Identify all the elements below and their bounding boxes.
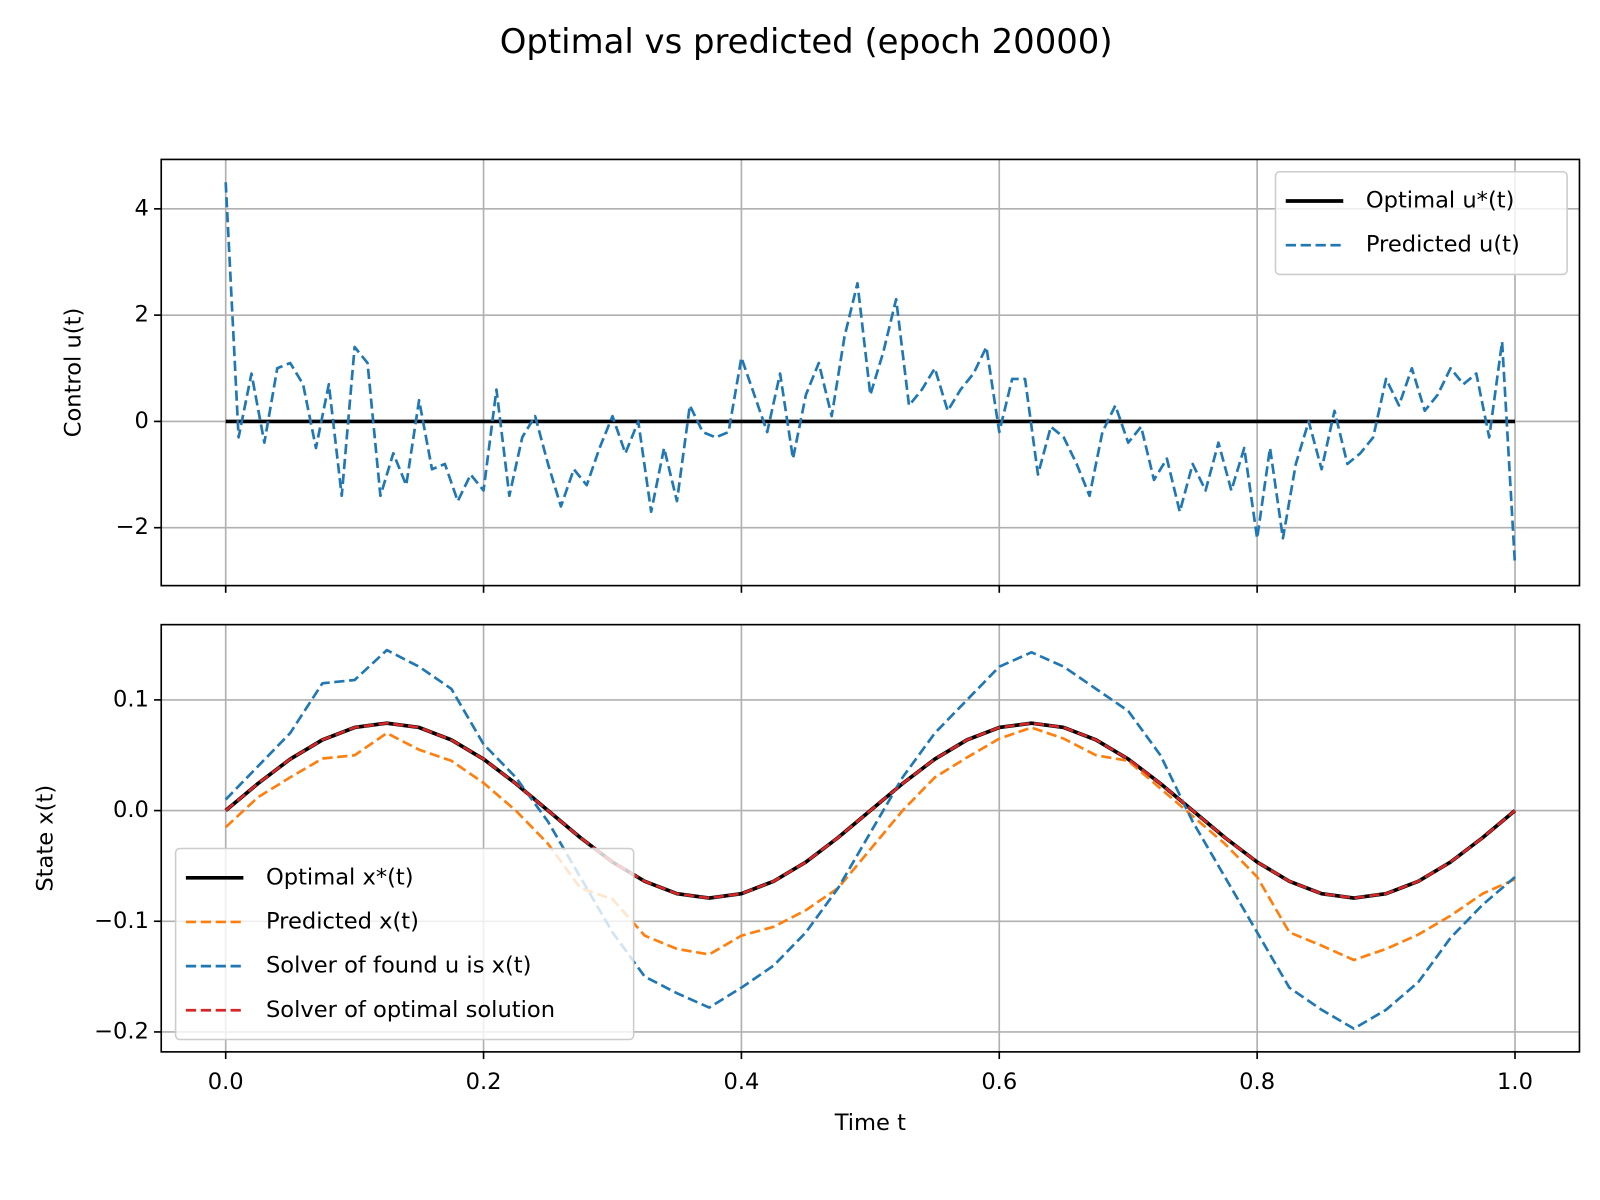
y-tick-label: 0.1 bbox=[113, 686, 149, 712]
legend-label: Optimal x*(t) bbox=[266, 864, 414, 890]
x-axis-label: Time t bbox=[834, 1110, 906, 1136]
x-tick-label: 0.6 bbox=[981, 1069, 1017, 1095]
legend-label: Predicted x(t) bbox=[266, 908, 419, 934]
legend: Optimal u*(t) Predicted u(t) bbox=[1274, 170, 1568, 276]
y-axis-label: State x(t) bbox=[33, 785, 59, 892]
legend-box bbox=[1274, 170, 1568, 276]
y-tick-label: 2 bbox=[135, 302, 149, 328]
figure-title: Optimal vs predicted (epoch 20000) bbox=[500, 22, 1113, 61]
x-tick-label: 0.0 bbox=[208, 1069, 244, 1095]
series-line bbox=[224, 721, 1516, 900]
x-tick-label: 0.8 bbox=[1239, 1069, 1275, 1095]
plot-area bbox=[224, 648, 1517, 1030]
y-tick-label: −2 bbox=[116, 514, 149, 540]
legend-label: Optimal u*(t) bbox=[1366, 188, 1515, 214]
y-tick-label: −0.1 bbox=[94, 908, 149, 934]
y-tick-label: 0.0 bbox=[113, 797, 149, 823]
series-line bbox=[224, 648, 1516, 1030]
axes-frame bbox=[160, 158, 1581, 587]
axes-frame bbox=[160, 623, 1581, 1053]
legend-label: Predicted u(t) bbox=[1366, 232, 1520, 258]
legend-label: Solver of found u is x(t) bbox=[266, 953, 532, 979]
x-tick-label: 0.4 bbox=[723, 1069, 759, 1095]
series-line bbox=[224, 182, 1517, 565]
plot-area bbox=[224, 182, 1517, 565]
y-tick-label: −0.2 bbox=[94, 1018, 149, 1044]
y-tick-label: 0 bbox=[135, 408, 149, 434]
legend-box bbox=[174, 847, 635, 1041]
y-tick-label: 4 bbox=[135, 195, 149, 221]
series-line bbox=[224, 726, 1516, 962]
x-tick-label: 1.0 bbox=[1497, 1069, 1533, 1095]
x-tick-label: 0.2 bbox=[466, 1069, 502, 1095]
legend-label: Solver of optimal solution bbox=[266, 997, 555, 1023]
legend: Optimal x*(t) Predicted x(t) Solver of fou… bbox=[174, 847, 635, 1041]
y-axis-label: Control u(t) bbox=[60, 308, 86, 438]
